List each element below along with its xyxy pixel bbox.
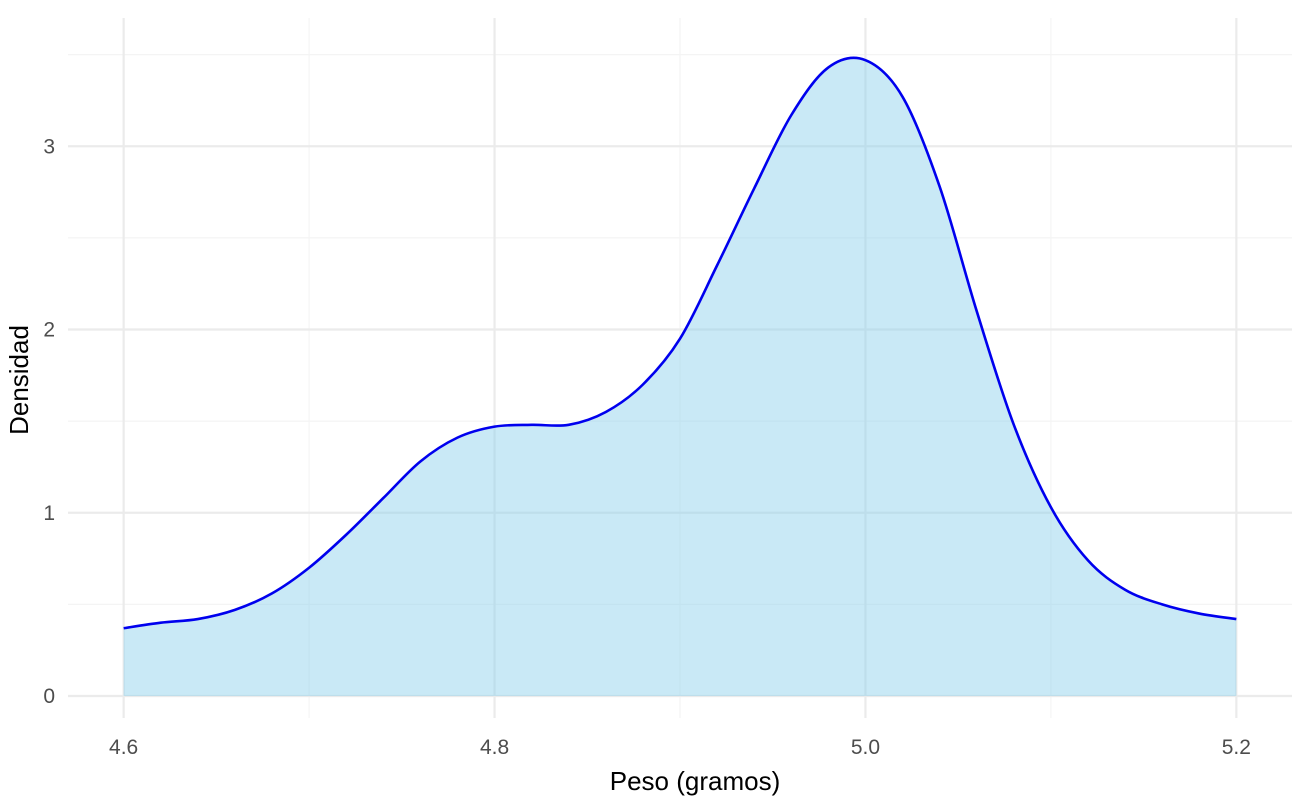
- density-line: [123, 56, 1237, 630]
- y-axis-title: Densidad: [4, 325, 34, 435]
- density-area: [123, 57, 1237, 697]
- y-tick-label: 0: [43, 685, 55, 708]
- y-axis-ticks: 0 1 2 3: [43, 135, 55, 708]
- x-axis-title: Peso (gramos): [610, 766, 781, 796]
- y-tick-label: 1: [43, 502, 55, 525]
- x-tick-label: 4.6: [109, 736, 138, 759]
- x-tick-label: 4.8: [480, 736, 509, 759]
- x-tick-label: 5.0: [851, 736, 880, 759]
- y-tick-label: 3: [43, 135, 55, 158]
- x-tick-label: 5.2: [1222, 736, 1251, 759]
- minor-grid: [68, 18, 1292, 718]
- x-axis-ticks: 4.6 4.8 5.0 5.2: [109, 736, 1251, 759]
- y-tick-label: 2: [43, 319, 55, 342]
- major-grid: [68, 18, 1292, 718]
